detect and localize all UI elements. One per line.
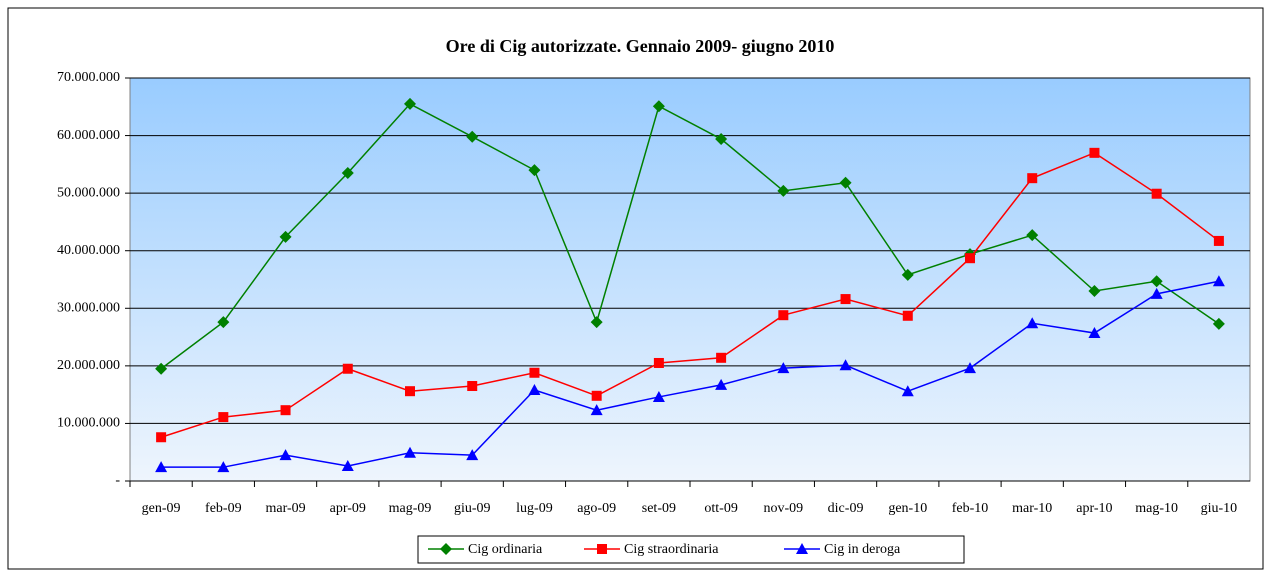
y-tick-label: 40.000.000 <box>57 243 120 258</box>
data-point <box>405 386 415 397</box>
x-tick-label: apr-09 <box>330 501 366 516</box>
plot-area <box>129 77 1251 482</box>
x-tick-label: giu-10 <box>1201 501 1238 516</box>
data-point <box>280 405 291 416</box>
data-point <box>404 446 416 458</box>
data-point <box>156 432 167 443</box>
x-tick-label: mar-09 <box>265 501 305 516</box>
data-point <box>653 357 664 368</box>
data-point <box>1213 235 1224 246</box>
y-tick-label: 30.000.000 <box>57 301 120 316</box>
legend-marker <box>440 543 452 555</box>
data-point <box>901 268 914 281</box>
x-tick-label: gen-09 <box>142 501 181 516</box>
data-point <box>217 316 230 329</box>
chart-title: Ore di Cig autorizzate. Gennaio 2009- gi… <box>446 36 835 56</box>
legend-label: Cig ordinaria <box>468 542 543 557</box>
data-point <box>218 412 229 423</box>
x-tick-label: apr-10 <box>1076 501 1112 516</box>
data-point <box>778 310 789 321</box>
y-tick-label: 20.000.000 <box>57 358 120 373</box>
data-point <box>279 449 292 461</box>
y-tick-label: 70.000.000 <box>57 70 120 85</box>
data-point <box>279 230 292 243</box>
data-point <box>467 381 478 392</box>
x-tick-label: mag-09 <box>389 501 432 516</box>
data-point <box>590 316 603 329</box>
data-point <box>777 362 790 374</box>
data-point <box>528 164 541 177</box>
data-point <box>155 461 168 473</box>
x-tick-label: mag-10 <box>1135 501 1178 516</box>
data-point <box>1026 229 1039 242</box>
series-line <box>161 280 1220 468</box>
x-tick-label: feb-10 <box>952 501 989 516</box>
data-point <box>902 310 913 321</box>
series-line <box>160 151 1220 438</box>
data-point <box>839 359 852 371</box>
legend-label: Cig straordinaria <box>624 542 719 557</box>
y-tick-label: - <box>115 473 120 488</box>
y-tick-label: 60.000.000 <box>57 128 120 143</box>
data-point <box>1150 287 1163 299</box>
data-point <box>715 133 728 146</box>
data-point <box>466 449 479 461</box>
data-point <box>964 362 976 374</box>
data-point <box>1212 317 1225 330</box>
data-point <box>341 460 354 472</box>
data-point <box>528 384 541 396</box>
data-point <box>591 390 602 401</box>
x-tick-label: gen-10 <box>888 501 927 516</box>
x-tick-label: mar-10 <box>1012 501 1052 516</box>
x-tick-label: feb-09 <box>205 501 242 516</box>
data-point <box>341 166 354 179</box>
data-point <box>590 404 603 416</box>
legend-box <box>417 535 965 564</box>
y-tick-label: 10.000.000 <box>57 416 120 431</box>
y-tick-label: 50.000.000 <box>57 185 120 200</box>
series-line <box>160 102 1220 370</box>
x-tick-label: ago-09 <box>577 501 616 516</box>
data-point <box>652 100 665 113</box>
legend-label: Cig in deroga <box>824 542 901 557</box>
data-point <box>1151 188 1162 199</box>
data-point <box>466 130 479 143</box>
x-tick-label: ott-09 <box>704 501 737 516</box>
data-point <box>1089 147 1100 158</box>
data-point <box>1088 327 1101 339</box>
data-point <box>652 390 665 402</box>
data-point <box>901 385 914 397</box>
data-point <box>715 378 728 390</box>
legend-marker <box>796 543 808 554</box>
data-point <box>529 367 540 378</box>
x-tick-label: giu-09 <box>454 501 491 516</box>
data-point <box>404 97 416 110</box>
x-tick-label: set-09 <box>642 501 676 516</box>
data-point <box>1088 285 1101 298</box>
data-point <box>839 176 852 189</box>
data-point <box>155 362 168 375</box>
data-point <box>217 461 230 473</box>
data-point <box>342 363 353 374</box>
data-point <box>965 253 975 264</box>
x-tick-label: nov-09 <box>763 501 803 516</box>
x-tick-label: lug-09 <box>516 501 553 516</box>
data-point <box>777 184 790 197</box>
data-point <box>840 294 851 305</box>
legend-marker <box>597 544 607 554</box>
x-tick-label: dic-09 <box>828 501 864 516</box>
data-point <box>1026 317 1039 329</box>
data-point <box>1212 275 1225 287</box>
data-point <box>1027 173 1038 184</box>
data-point <box>1150 275 1163 288</box>
data-point <box>716 352 727 363</box>
